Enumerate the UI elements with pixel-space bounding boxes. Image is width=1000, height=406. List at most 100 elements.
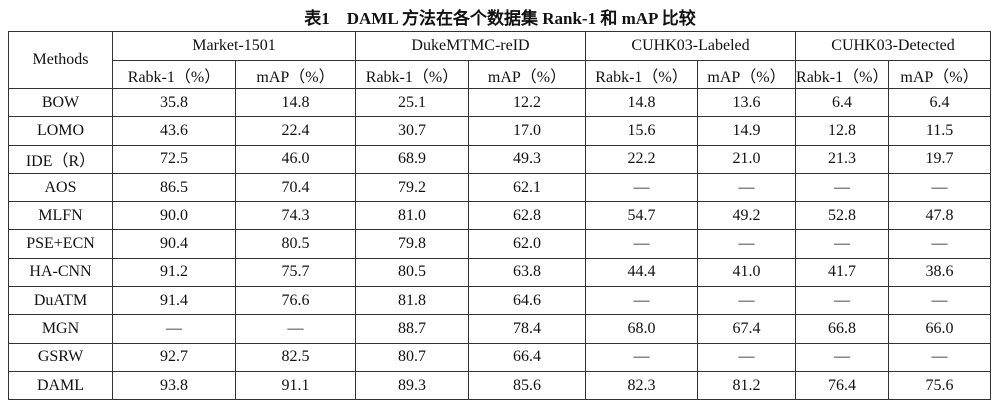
metric-value: — (585, 342, 699, 372)
metric-value: — (585, 229, 699, 259)
metric-value: — (795, 229, 890, 259)
metric-value: — (888, 286, 992, 316)
results-table: Methods Market-1501 DukeMTMC-reID CUHK03-La… (8, 31, 992, 401)
metric-value: 19.7 (888, 144, 992, 174)
method-name: GSRW (8, 342, 113, 372)
metric-value: 75.6 (888, 370, 992, 401)
metric-header: Rabk-1（%） (112, 60, 236, 89)
dataset-header: CUHK03-Labeled (585, 31, 797, 61)
metric-value: 91.4 (112, 286, 236, 316)
metric-value: 85.6 (467, 370, 587, 401)
metric-value: 44.4 (585, 257, 699, 288)
metric-value: 70.4 (235, 172, 356, 203)
metric-value: 80.5 (355, 257, 469, 288)
metric-value: 14.8 (585, 87, 699, 118)
metric-value: 38.6 (888, 257, 992, 288)
metric-value: 12.2 (467, 87, 587, 118)
metric-value: 49.2 (697, 201, 797, 231)
metric-value: 54.7 (585, 201, 699, 231)
metric-value: — (888, 172, 992, 203)
data-row: HA-CNN 91.2 75.7 80.5 63.8 44.4 41.0 41.7 38.6 (8, 257, 992, 288)
metric-value: 74.3 (235, 201, 356, 231)
data-row: MGN — —88.7 78.4 68.0 67.4 66.8 66.0 (8, 314, 992, 344)
metric-value: 82.5 (235, 342, 356, 372)
metric-value: 21.3 (795, 144, 890, 174)
metric-value: — (697, 229, 797, 259)
method-name: IDE（R） (8, 144, 113, 174)
method-name: HA-CNN (8, 257, 113, 288)
data-row: DuATM 91.4 76.6 81.8 64.6— — — — (8, 286, 992, 316)
metric-value: — (795, 172, 890, 203)
metric-value: 89.3 (355, 370, 469, 401)
metric-value: 91.1 (235, 370, 356, 401)
metric-value: — (697, 342, 797, 372)
metric-value: 80.5 (235, 229, 356, 259)
metric-value: — (888, 229, 992, 259)
metric-value: 81.8 (355, 286, 469, 316)
metric-value: — (795, 286, 890, 316)
methods-header: Methods (8, 31, 113, 89)
table-title: 表1 DAML 方法在各个数据集 Rank-1 和 mAP 比较 (304, 9, 696, 28)
metric-value: 41.0 (697, 257, 797, 288)
method-name: DuATM (8, 286, 113, 316)
data-row: DAML 93.8 91.1 89.3 85.6 82.3 81.2 76.4 75.6 (8, 370, 992, 401)
method-name: MGN (8, 314, 113, 344)
metric-value: 81.2 (697, 370, 797, 401)
data-row: GSRW 92.7 82.5 80.7 66.4— — — — (8, 342, 992, 372)
metric-value: 30.7 (355, 116, 469, 146)
metric-value: 79.8 (355, 229, 469, 259)
metric-value: 79.2 (355, 172, 469, 203)
metric-value: 6.4 (888, 87, 992, 118)
metric-value: 64.6 (467, 286, 587, 316)
dataset-header: Market-1501 (112, 31, 356, 61)
metric-header: mAP（%） (697, 60, 797, 89)
metric-value: 22.4 (235, 116, 356, 146)
method-name: MLFN (8, 201, 113, 231)
metric-value: 68.9 (355, 144, 469, 174)
metric-header: mAP（%） (467, 60, 587, 89)
metric-value: 63.8 (467, 257, 587, 288)
metric-value: 66.0 (888, 314, 992, 344)
metric-value: 46.0 (235, 144, 356, 174)
metric-value: 91.2 (112, 257, 236, 288)
metric-value: 67.4 (697, 314, 797, 344)
data-row: BOW 35.8 14.8 25.1 12.2 14.8 13.6 6.4 6.4 (8, 87, 992, 118)
metric-value: 66.8 (795, 314, 890, 344)
metric-header: mAP（%） (235, 60, 356, 89)
metric-value: 21.0 (697, 144, 797, 174)
method-name: AOS (8, 172, 113, 203)
metric-value: 17.0 (467, 116, 587, 146)
metric-value: 78.4 (467, 314, 587, 344)
data-row: PSE+ECN 90.4 80.5 79.8 62.0— — — — (8, 229, 992, 259)
metric-value: — (697, 172, 797, 203)
metric-header: Rabk-1（%） (355, 60, 469, 89)
metric-value: 6.4 (795, 87, 890, 118)
data-row: IDE（R） 72.5 46.0 68.9 49.3 22.2 21.0 21.3 19.7 (8, 144, 992, 174)
dataset-header: CUHK03-Detected (795, 31, 992, 61)
metric-value: 11.5 (888, 116, 992, 146)
metric-value: 52.8 (795, 201, 890, 231)
metric-value: 41.7 (795, 257, 890, 288)
metric-value: 13.6 (697, 87, 797, 118)
metric-value: — (795, 342, 890, 372)
metric-value: 76.6 (235, 286, 356, 316)
metric-value: 68.0 (585, 314, 699, 344)
metric-value: 80.7 (355, 342, 469, 372)
metric-value: 14.9 (697, 116, 797, 146)
metric-value: 90.0 (112, 201, 236, 231)
metric-value: 72.5 (112, 144, 236, 174)
metric-value: — (697, 286, 797, 316)
metric-value: 25.1 (355, 87, 469, 118)
dataset-header: DukeMTMC-reID (354, 31, 587, 61)
data-row: MLFN 90.0 74.3 81.0 62.8 54.7 49.2 52.8 47.8 (8, 201, 992, 231)
metric-value: 92.7 (112, 342, 236, 372)
metric-value: 82.3 (585, 370, 699, 401)
method-name: BOW (8, 87, 113, 118)
metric-value: 86.5 (112, 172, 236, 203)
metric-value: — (888, 342, 992, 372)
metric-header: mAP（%） (888, 60, 992, 89)
metric-value: — (235, 314, 356, 344)
metric-value: 12.8 (795, 116, 890, 146)
metric-value: 88.7 (355, 314, 469, 344)
